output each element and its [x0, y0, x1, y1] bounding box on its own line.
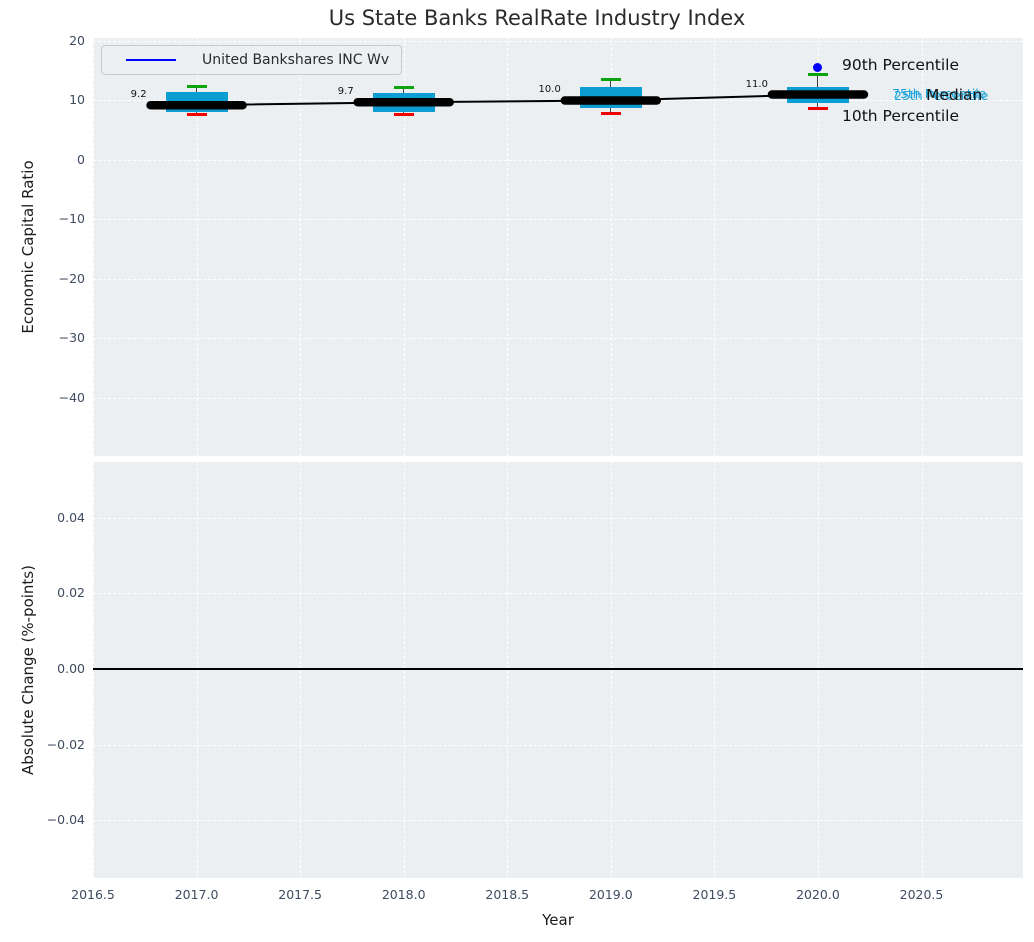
gridline-vertical	[93, 38, 94, 456]
x-tick-label: 2019.0	[588, 887, 633, 902]
x-tick-label: 2017.0	[174, 887, 219, 902]
median-value-label: 9.2	[130, 89, 147, 101]
gridline-horizontal	[93, 159, 1023, 161]
gridline-horizontal	[93, 40, 1023, 42]
gridline-horizontal	[93, 517, 1023, 519]
gridline-vertical	[196, 38, 198, 456]
zero-line	[93, 668, 1023, 671]
boxplot-cap-10th	[186, 113, 207, 117]
boxplot-cap-90th	[600, 78, 621, 82]
top-axes: United Bankshares INC Wv 90th Percentile…	[93, 38, 1023, 456]
gridline-vertical	[921, 38, 923, 456]
boxplot-cap-10th	[393, 112, 414, 116]
x-tick-label: 2020.5	[899, 887, 944, 902]
company-line	[196, 93, 818, 107]
gridline-horizontal	[93, 278, 1023, 280]
x-tick-label: 2017.5	[278, 887, 322, 902]
x-tick-label: 2018.5	[485, 887, 530, 902]
x-axis-label: Year	[542, 911, 574, 929]
gridline-vertical	[507, 38, 509, 456]
y-tick-label: 0.00	[57, 661, 85, 677]
y-tick-label: 10	[69, 92, 85, 108]
median-value-label: 10.0	[538, 84, 561, 96]
y-tick-label: −0.02	[46, 736, 85, 752]
annotation-75th-percentile: 75th Percentile	[892, 86, 987, 101]
boxplot-cap-90th	[393, 85, 414, 89]
y-axis-label-top: Economic Capital Ratio	[19, 160, 37, 334]
gridline-horizontal	[93, 744, 1023, 746]
legend-label: United Bankshares INC Wv	[202, 52, 390, 68]
y-tick-label: 0.02	[57, 585, 85, 601]
annotation-10th-percentile: 10th Percentile	[842, 107, 960, 125]
y-tick-label: −20	[58, 270, 85, 286]
boxplot-cap-10th	[807, 107, 828, 111]
boxplot-cap-90th	[186, 84, 207, 88]
y-tick-label: 0	[77, 151, 85, 167]
gridline-vertical	[714, 38, 716, 456]
x-tick-label: 2016.5	[71, 887, 115, 902]
marker-dot	[813, 63, 823, 73]
median-value-label: 9.7	[337, 86, 354, 98]
x-tick-label: 2019.5	[692, 887, 737, 902]
y-tick-label: −0.04	[46, 812, 85, 828]
annotation-median: Median	[926, 86, 983, 104]
bottom-axes	[93, 462, 1023, 878]
chart-title: Us State Banks RealRate Industry Index	[328, 6, 746, 30]
boxplot-cap-10th	[600, 111, 621, 115]
median-value-label: 11.0	[745, 78, 768, 90]
legend: United Bankshares INC Wv	[101, 45, 403, 75]
company-line-layer	[146, 90, 869, 110]
boxplot-cap-90th	[807, 73, 828, 77]
gridline-vertical	[403, 38, 405, 456]
y-tick-label: 0.04	[57, 509, 85, 525]
y-tick-label: −30	[58, 330, 85, 346]
gridline-vertical	[817, 38, 819, 456]
x-tick-label: 2020.0	[796, 887, 840, 902]
annotation-25th-percentile: 25th Percentile	[894, 88, 989, 103]
x-tick-label: 2018.0	[381, 887, 426, 902]
gridline-horizontal	[93, 820, 1023, 822]
y-tick-label: −40	[58, 389, 85, 405]
gridline-horizontal	[93, 338, 1023, 340]
legend-line-icon	[126, 59, 176, 61]
annotation-90th-percentile: 90th Percentile	[842, 56, 960, 74]
y-tick-label: −10	[58, 211, 85, 227]
gridline-horizontal	[93, 593, 1023, 595]
gridline-horizontal	[93, 219, 1023, 221]
gridline-vertical	[610, 38, 612, 456]
gridline-horizontal	[93, 397, 1023, 399]
y-tick-label: 20	[69, 32, 85, 48]
gridline-vertical	[300, 38, 302, 456]
